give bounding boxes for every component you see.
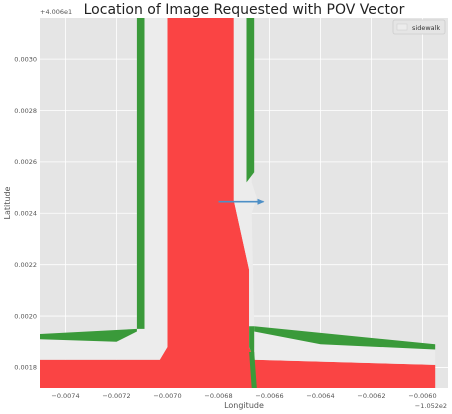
x-tick-label: −0.0060	[408, 392, 436, 400]
legend-box	[392, 19, 446, 35]
y-tick-label: 0.0020	[14, 312, 37, 320]
sidewalk-edge-polygon	[40, 328, 137, 342]
legend: sidewalk	[392, 19, 446, 35]
y-tick-label: 0.0026	[14, 158, 37, 166]
x-tick-label: −0.0062	[357, 392, 385, 400]
x-tick-label: −0.0066	[255, 392, 283, 400]
y-tick-labels: 0.0018 0.0020 0.0022 0.0024 0.0026 0.0028 0.00…	[14, 55, 37, 371]
legend-swatch-sidewalk	[396, 23, 408, 31]
y-tick-label: 0.0018	[14, 364, 37, 372]
x-tick-label: −0.0074	[51, 392, 79, 400]
x-tick-label: −0.0070	[153, 392, 181, 400]
y-tick-label: 0.0030	[14, 55, 37, 63]
sidewalk-edge-polygon	[136, 18, 145, 329]
x-offset-label: −1.052e2	[415, 402, 447, 410]
y-tick-label: 0.0024	[14, 210, 37, 218]
x-tick-label: −0.0068	[204, 392, 232, 400]
y-axis-label: Latitude	[3, 186, 12, 219]
x-tick-label: −0.0064	[306, 392, 334, 400]
sidewalk-edge-polygon	[254, 326, 436, 350]
x-tick-label: −0.0072	[102, 392, 130, 400]
x-axis-label: Longitude	[224, 401, 264, 410]
chart-title: Location of Image Requested with POV Vec…	[84, 2, 405, 18]
sidewalk-edge-polygon	[246, 18, 255, 183]
road-polygon	[40, 18, 436, 388]
map-layers	[40, 18, 436, 388]
y-offset-label: +4.006e1	[40, 8, 72, 16]
y-tick-label: 0.0022	[14, 261, 37, 269]
legend-label-sidewalk: sidewalk	[412, 24, 440, 32]
sidewalk-edge-polygon	[249, 352, 257, 388]
sidewalk-edge-polygon	[249, 326, 255, 360]
x-tick-labels: −0.0074 −0.0072 −0.0070 −0.0068 −0.0066 −0.00…	[51, 392, 436, 400]
y-tick-label: 0.0028	[14, 107, 37, 115]
